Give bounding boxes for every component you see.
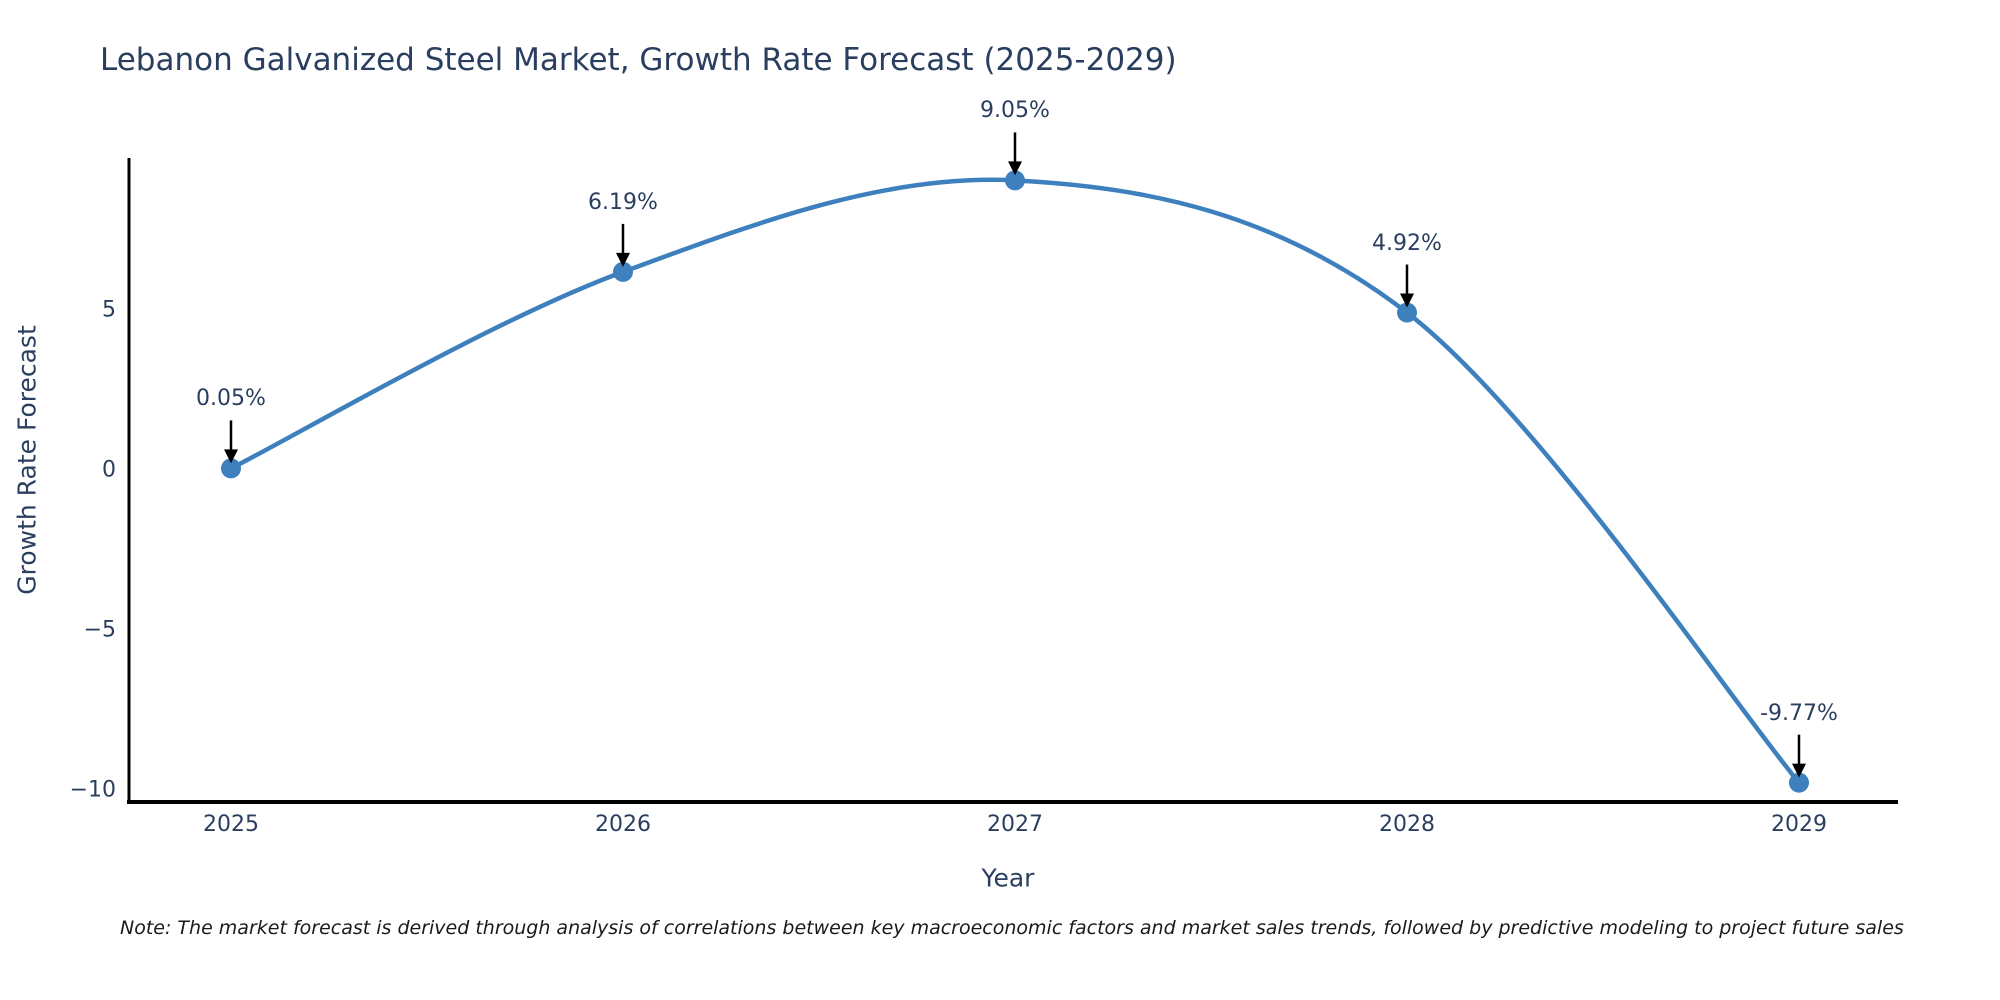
y-tick-label: 5 [102, 297, 116, 323]
point-value-label: 4.92% [1372, 230, 1442, 256]
data-point-marker [1005, 170, 1025, 191]
x-tick-label: 2028 [1379, 812, 1435, 837]
data-point-marker [1397, 302, 1417, 323]
chart-title: Lebanon Galvanized Steel Market, Growth … [100, 42, 1177, 78]
point-value-label: -9.77% [1760, 700, 1838, 726]
y-tick-label: 0 [102, 457, 116, 483]
data-point-marker [1789, 772, 1809, 793]
annotation-arrow-head [1400, 293, 1414, 308]
data-point-marker [613, 261, 633, 282]
point-value-label: 6.19% [588, 189, 658, 215]
footnote: Note: The market forecast is derived thr… [120, 917, 1904, 939]
annotation-arrow-head [1008, 161, 1022, 176]
annotation-arrow-head [616, 252, 630, 267]
x-tick-label: 2029 [1771, 812, 1827, 837]
forecast-line [228, 177, 1802, 785]
x-tick-label: 2026 [595, 812, 651, 837]
y-tick-label: −10 [69, 777, 116, 803]
point-value-label: 0.05% [196, 386, 266, 412]
data-point-marker [221, 458, 241, 479]
x-axis-title: Year [981, 863, 1035, 893]
x-tick-label: 2027 [987, 812, 1043, 837]
point-value-label: 9.05% [980, 98, 1050, 124]
x-tick-label: 2025 [203, 812, 259, 837]
y-tick-label: −5 [83, 617, 116, 643]
annotation-arrow-head [224, 449, 238, 464]
annotation-arrow-head [1792, 763, 1806, 778]
